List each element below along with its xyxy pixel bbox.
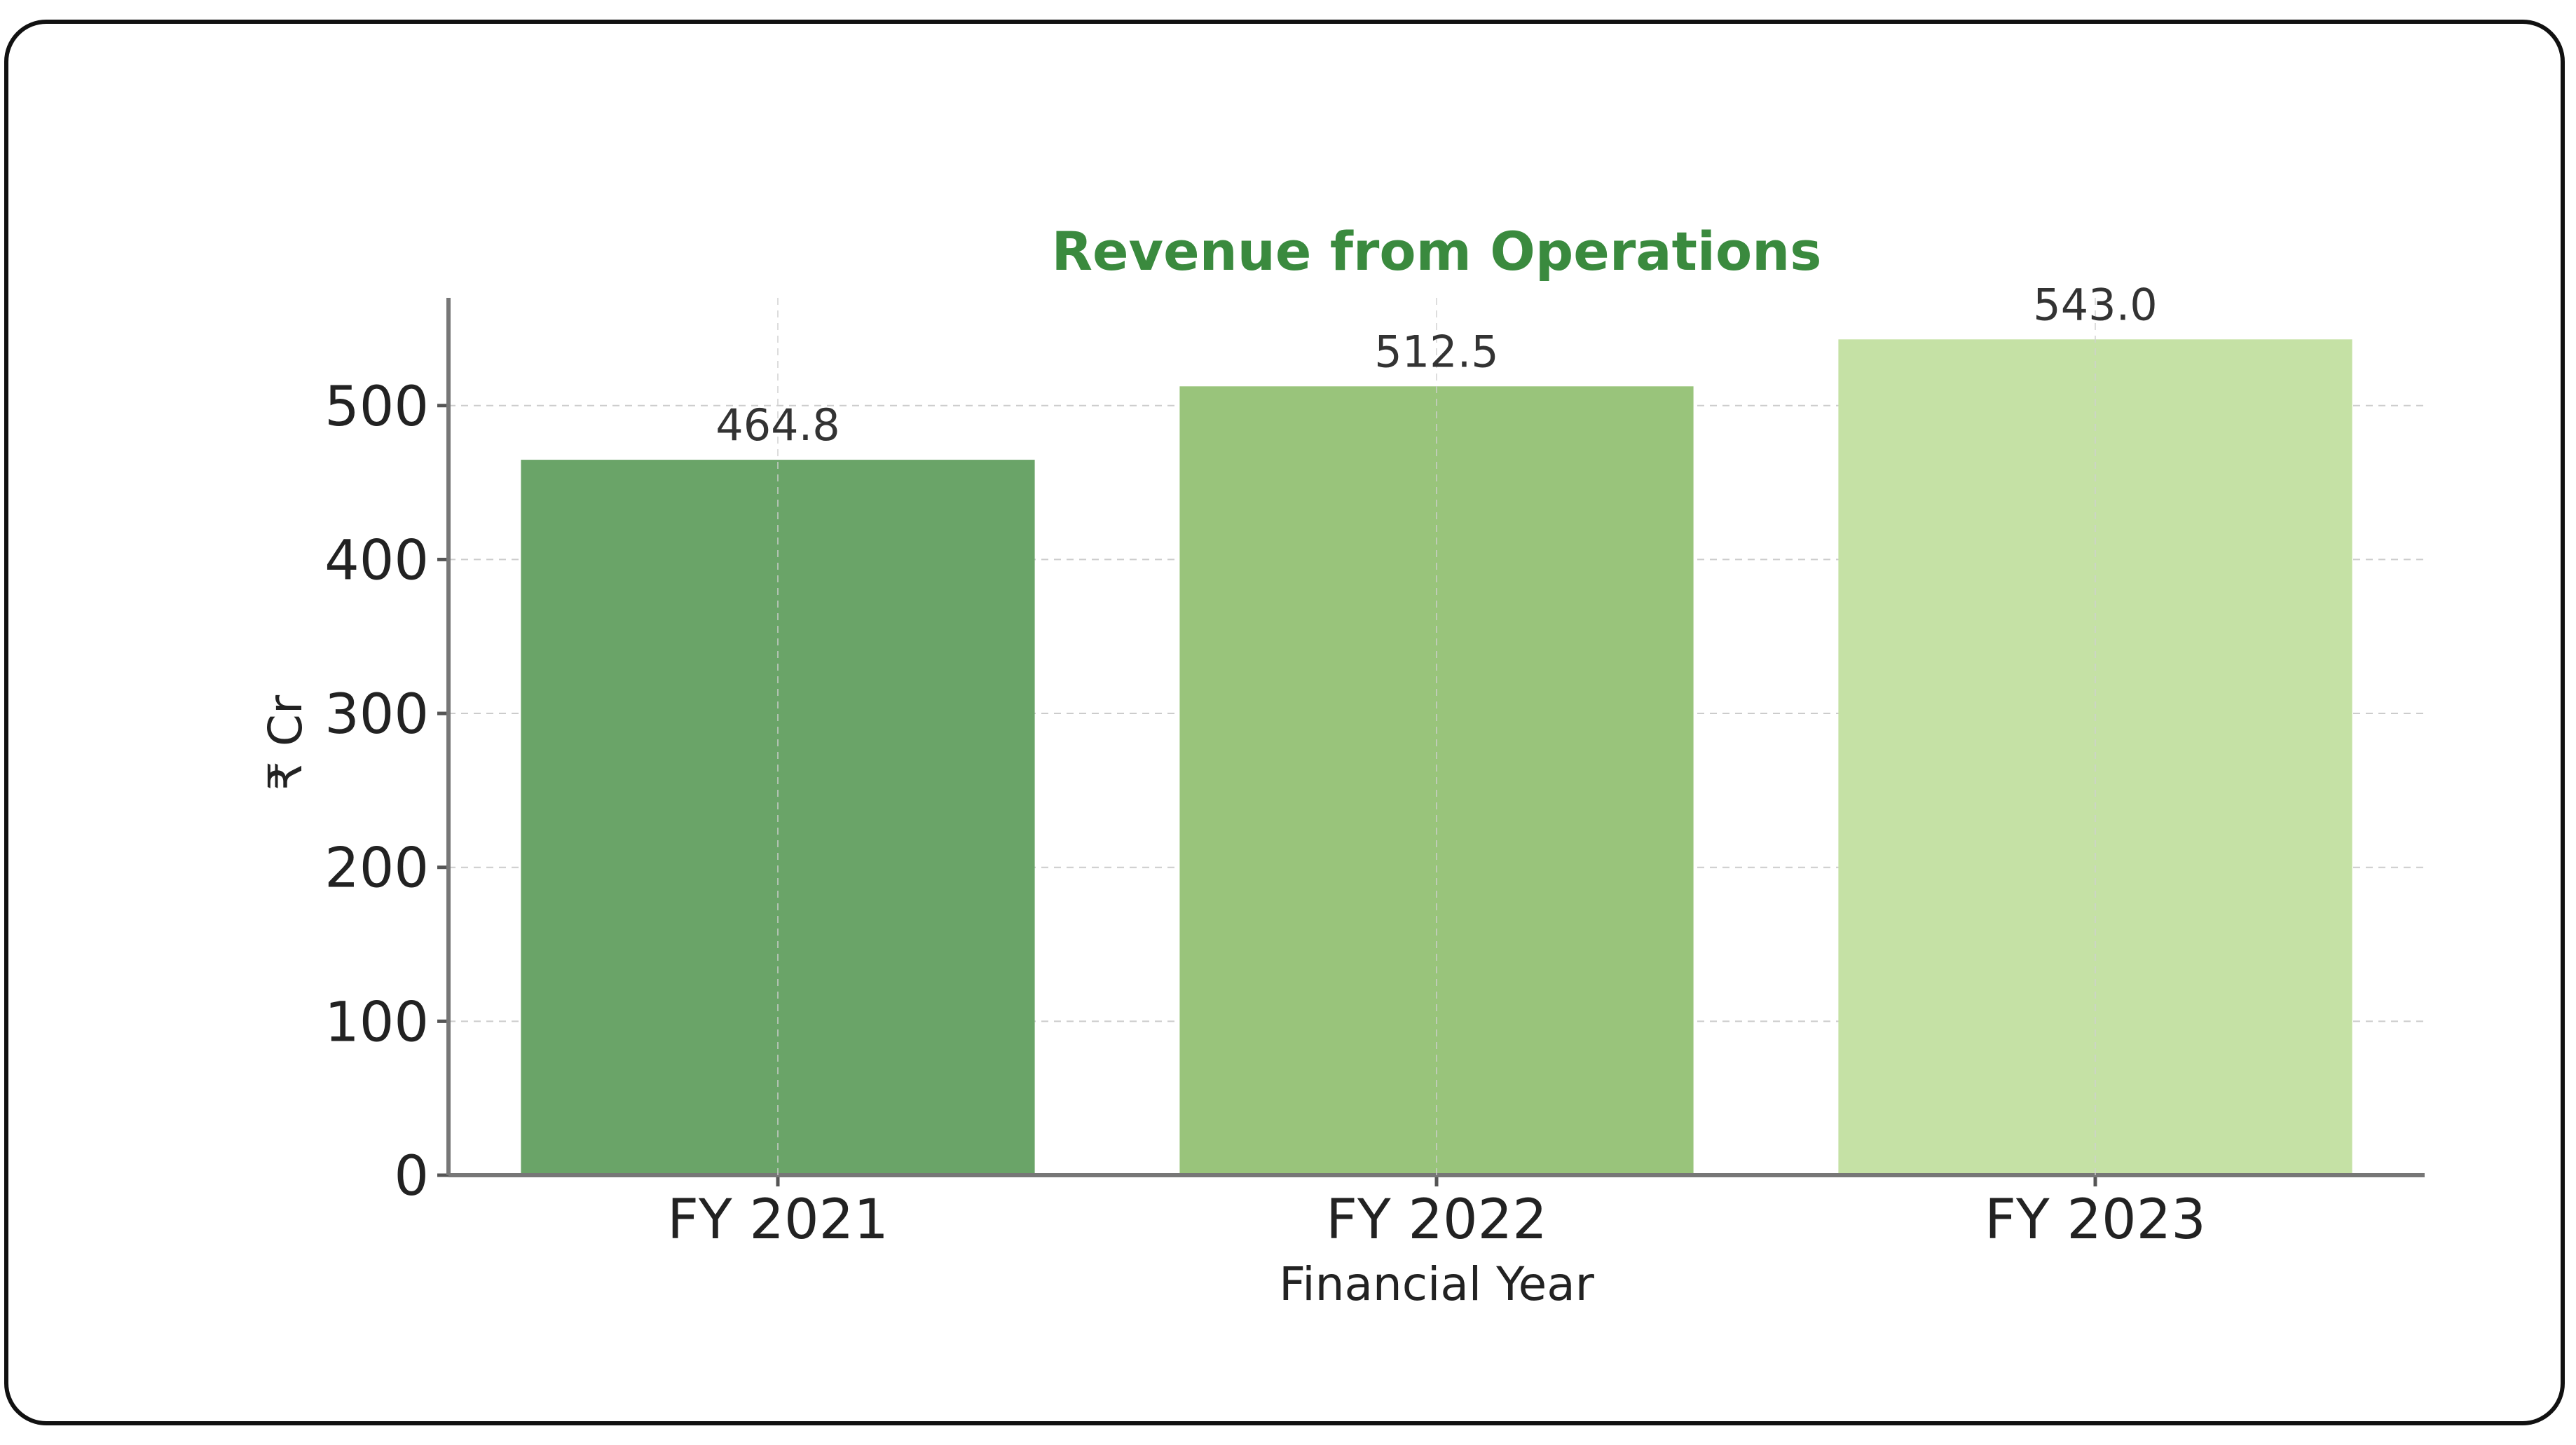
- chart-title: Revenue from Operations: [1051, 220, 1821, 282]
- x-tick-label: FY 2021: [667, 1189, 889, 1252]
- y-tick-label: 0: [394, 1145, 429, 1208]
- x-tick-label: FY 2023: [1985, 1189, 2206, 1252]
- bar-value-label: 512.5: [1374, 326, 1499, 377]
- bar-value-label: 543.0: [2033, 279, 2158, 330]
- labels: 0 100 200 300 400 500 FY 2021 464.8 FY 2022 512.5…: [324, 279, 2206, 1252]
- x-axis-title: Financial Year: [1279, 1257, 1595, 1311]
- y-axis-title: ₹ Cr: [259, 694, 313, 790]
- y-tick-label: 200: [324, 837, 429, 900]
- y-tick-label: 300: [324, 683, 429, 746]
- y-tick-label: 400: [324, 529, 429, 592]
- y-tick-label: 100: [324, 991, 429, 1054]
- y-tick-label: 500: [324, 376, 429, 439]
- bar-value-label: 464.8: [715, 399, 840, 451]
- x-tick-label: FY 2022: [1326, 1189, 1547, 1252]
